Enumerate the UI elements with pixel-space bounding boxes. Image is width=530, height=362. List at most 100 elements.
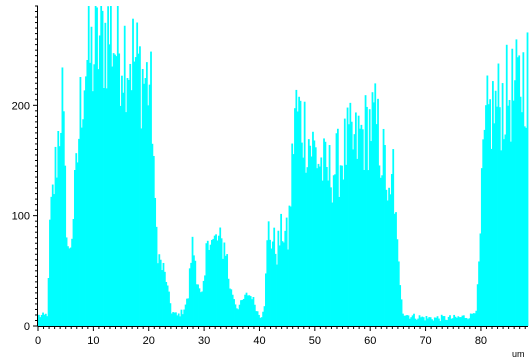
histogram-bar [152,155,155,326]
histogram-bar [515,39,518,326]
histogram-bar [129,63,132,326]
histogram-bar [233,299,235,326]
histogram-bar [165,281,168,326]
histogram-bar [159,259,162,326]
histogram-bar [283,242,285,326]
histogram-bar [238,304,241,326]
histogram-bar [284,230,287,326]
histogram-bar [201,291,204,326]
histogram-bar [343,118,346,326]
histogram-bar [451,318,454,326]
histogram-bar [73,170,76,326]
histogram-bar [414,318,417,326]
histogram-bar [425,316,428,326]
histogram-bar [251,299,253,326]
x-tick-label: 30 [198,335,210,347]
histogram-bar [338,196,341,326]
histogram-bar [352,149,354,326]
histogram-bar [85,76,87,326]
histogram-bar [38,314,40,326]
histogram-bar [503,139,505,326]
histogram-bar [43,314,46,326]
histogram-bar [222,258,224,326]
histogram-bar [265,273,267,326]
histogram-bar [226,254,229,326]
histogram-bar [345,164,348,326]
histogram-bar [327,180,330,326]
histogram-bar [50,196,53,326]
histogram-bar [274,253,277,326]
bar-series [38,6,529,327]
histogram-bar [368,109,371,327]
histogram-bar [420,317,422,326]
histogram-bar [522,52,525,326]
histogram-bar [461,315,464,326]
histogram-bar [431,319,433,326]
histogram-bar [397,261,400,326]
histogram-bar [122,92,125,326]
histogram-bar [270,248,273,326]
histogram-bar [381,175,384,326]
histogram-bar [493,123,496,326]
histogram-bar [320,157,323,326]
y-minor-ticks [33,5,38,327]
histogram-bar [334,174,336,326]
histogram-bar [163,271,166,326]
histogram-bar [143,83,145,326]
histogram-bar [107,6,109,327]
histogram-bar [356,158,359,326]
histogram-bar [359,128,361,326]
histogram-bar [471,313,474,326]
histogram-bar [444,319,447,326]
x-tick-label: 40 [253,335,265,347]
histogram-bar [418,315,421,326]
histogram-bar [324,141,327,326]
histogram-bar [462,315,465,326]
histogram-bar [478,261,480,326]
histogram-bar [179,316,181,326]
histogram-bar [195,284,198,326]
histogram-bar [266,240,269,326]
histogram-bar [177,313,180,326]
histogram-bar [435,317,438,326]
histogram-bar [306,167,309,326]
histogram-bar [400,299,403,326]
histogram-bar [487,104,490,327]
histogram-bar [330,187,332,326]
histogram-bar [415,319,418,326]
histogram-bar [504,134,507,326]
histogram-bar [298,96,301,326]
histogram-bar [371,92,374,326]
histogram-bar [198,288,201,326]
histogram-bar [370,141,372,326]
histogram-bar [510,141,512,326]
histogram-bar [440,314,443,326]
histogram-bar [54,146,57,326]
histogram-bar [89,62,91,327]
histogram-bar [158,254,161,326]
histogram-bar [521,112,523,326]
histogram-bar [353,134,356,326]
histogram-bar [457,316,460,326]
histogram-bar [494,90,497,326]
histogram-bar [39,317,42,326]
histogram-bar [97,69,100,326]
histogram-bar [190,262,193,326]
histogram-bar [464,317,467,326]
histogram-bar [442,316,444,326]
histogram-bar [289,206,292,326]
histogram-bar [422,317,425,326]
histogram-bar [262,311,265,326]
histogram-bar [403,315,406,326]
histogram-bar [116,6,119,326]
histogram-bar [230,289,233,326]
histogram-bar [339,165,342,326]
histogram-bar [379,177,382,326]
histogram-bar [525,127,528,326]
histogram-bar [98,35,101,327]
histogram-bar [220,238,223,326]
histogram-bar [209,244,212,326]
histogram-bar [170,313,173,326]
histogram-bar [388,187,390,326]
histogram-bar [234,304,237,326]
